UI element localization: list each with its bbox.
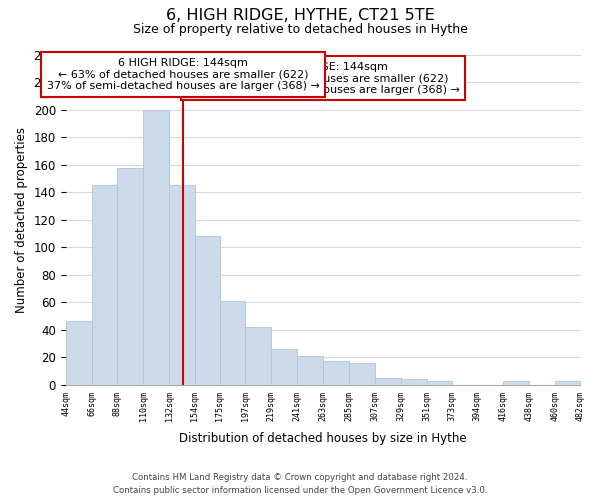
Bar bbox=[195, 236, 220, 384]
Bar bbox=[169, 186, 195, 384]
Text: 6, HIGH RIDGE, HYTHE, CT21 5TE: 6, HIGH RIDGE, HYTHE, CT21 5TE bbox=[166, 8, 434, 22]
Bar bbox=[503, 380, 529, 384]
X-axis label: Distribution of detached houses by size in Hythe: Distribution of detached houses by size … bbox=[179, 432, 467, 445]
Bar bbox=[65, 322, 92, 384]
Bar bbox=[401, 379, 427, 384]
Bar bbox=[323, 362, 349, 384]
Bar bbox=[92, 186, 118, 384]
Bar bbox=[143, 110, 169, 384]
Text: Size of property relative to detached houses in Hythe: Size of property relative to detached ho… bbox=[133, 22, 467, 36]
Bar bbox=[375, 378, 401, 384]
Text: 6 HIGH RIDGE: 144sqm
← 63% of detached houses are smaller (622)
37% of semi-deta: 6 HIGH RIDGE: 144sqm ← 63% of detached h… bbox=[187, 62, 460, 95]
Y-axis label: Number of detached properties: Number of detached properties bbox=[15, 127, 28, 313]
Text: Contains HM Land Registry data © Crown copyright and database right 2024.
Contai: Contains HM Land Registry data © Crown c… bbox=[113, 474, 487, 495]
Bar bbox=[271, 349, 297, 384]
Bar bbox=[427, 380, 452, 384]
Text: 6 HIGH RIDGE: 144sqm
← 63% of detached houses are smaller (622)
37% of semi-deta: 6 HIGH RIDGE: 144sqm ← 63% of detached h… bbox=[47, 58, 320, 91]
Bar bbox=[554, 380, 580, 384]
Bar bbox=[220, 301, 245, 384]
Bar bbox=[118, 168, 143, 384]
Bar bbox=[349, 362, 375, 384]
Bar bbox=[245, 327, 271, 384]
Bar bbox=[297, 356, 323, 384]
